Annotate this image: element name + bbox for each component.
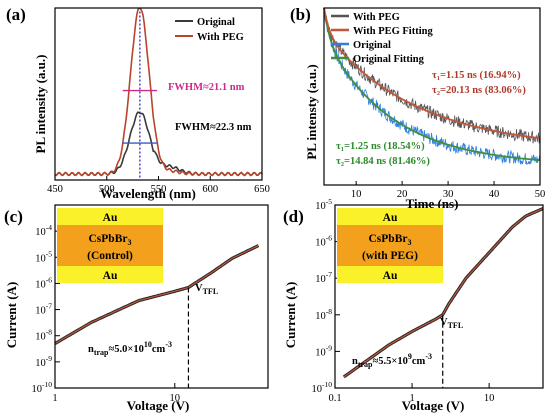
control-label: (Control) xyxy=(87,250,133,262)
panel-d-ntrap-label: ntrap≈5.5×109cm-3 xyxy=(352,352,432,369)
x-tick-label: 1 xyxy=(52,393,57,404)
panel-b-xlabel: Time (ns) xyxy=(406,196,459,211)
panel-b-frame xyxy=(323,7,541,186)
x-tick-label: 500 xyxy=(99,184,115,195)
panel-c-ticks: 1 10 10-10 10-9 10-8 10-7 10-6 10-5 10-4 xyxy=(32,223,181,404)
panel-c-ntrap-label: ntrap≈5.0×1010cm-3 xyxy=(88,340,172,357)
x-tick-label: 20 xyxy=(397,189,408,200)
panel-b-orig-tau2: τ₂=14.84 ns (81.46%) xyxy=(336,156,430,167)
au-bottom-layer xyxy=(57,266,163,283)
x-tick-label: 10 xyxy=(170,393,181,404)
panel-d-device-stack: Au CsPbBr3 (with PEG) Au xyxy=(337,208,443,283)
y-tick-label: 10-5 xyxy=(35,249,52,264)
series-line-original-fitting xyxy=(323,7,541,161)
panel-a-legend: Original With PEG xyxy=(175,17,244,43)
x-tick-label: 650 xyxy=(254,184,270,195)
y-tick-label: 10-9 xyxy=(35,354,52,369)
y-tick-label: 10-10 xyxy=(32,380,53,395)
panel-a-fwhm-orig-label: FWHM≈22.3 nm xyxy=(175,122,252,133)
y-tick-label: 10-6 xyxy=(35,275,52,290)
panel-a: (a) PL intensity (a.u.) Wavelength (nm) … xyxy=(6,5,270,201)
series-line-with-peg xyxy=(323,10,540,144)
perovskite-layer xyxy=(337,225,443,266)
legend-with-peg: With PEG xyxy=(353,12,400,23)
panel-a-frame xyxy=(54,7,263,181)
legend-with-peg: With PEG xyxy=(197,32,244,43)
perovskite-layer xyxy=(57,225,163,266)
panel-d-curves xyxy=(342,207,544,388)
au-bottom-layer xyxy=(337,266,443,283)
with-peg-label: (with PEG) xyxy=(362,250,418,262)
panel-c-ylabel: Current (A) xyxy=(4,282,19,349)
panel-b-orig-tau1: τ₁=1.25 ns (18.54%) xyxy=(336,141,425,152)
iv-fit-line xyxy=(343,207,544,378)
legend-with-peg-fitting: With PEG Fitting xyxy=(353,26,433,37)
panel-d-label: (d) xyxy=(283,207,304,226)
panel-d-frame xyxy=(334,204,544,389)
x-tick-label: 600 xyxy=(202,184,218,195)
panel-c-vtfl-label: VTFL xyxy=(195,283,218,296)
panel-a-curves xyxy=(54,7,263,177)
y-tick-label: 10-7 xyxy=(35,302,52,317)
legend-original: Original xyxy=(197,17,235,28)
x-tick-label: 0.1 xyxy=(328,393,341,404)
y-tick-label: 10-4 xyxy=(35,223,52,238)
iv-fit-line xyxy=(54,245,259,345)
panel-a-label: (a) xyxy=(6,5,26,24)
panel-d-ylabel: Current (A) xyxy=(283,282,298,349)
panel-a-fwhm-peg-label: FWHM≈21.1 nm xyxy=(168,82,245,93)
x-tick-label: 1 xyxy=(409,393,414,404)
series-line-with-peg xyxy=(54,7,263,177)
y-tick-label: 10-10 xyxy=(312,380,333,395)
panel-b: (b) PL intensty (a.u.) Time (ns) 10 20 30 4… xyxy=(290,5,545,211)
x-tick-label: 40 xyxy=(489,189,500,200)
panel-c-xlabel: Voltage (V) xyxy=(127,398,190,413)
panel-c-curves xyxy=(54,244,260,388)
y-tick-label: 10-5 xyxy=(315,197,332,212)
au-top-layer xyxy=(57,208,163,225)
y-tick-label: 10-6 xyxy=(315,234,332,249)
panel-a-ylabel: PL intensity (a.u.) xyxy=(33,55,48,154)
y-tick-label: 10-7 xyxy=(315,270,332,285)
panel-b-peg-tau2: τ₂=20.13 ns (83.06%) xyxy=(432,85,526,96)
legend-original: Original xyxy=(353,40,391,51)
panel-d-xlabel: Voltage (V) xyxy=(402,398,465,413)
panel-c: (c) Current (A) Voltage (V) 1 10 10-10 10-9… xyxy=(4,204,269,413)
panel-d: (d) Current (A) Voltage (V) 0.1 1 10 10-10 1… xyxy=(283,197,544,413)
au-top-label: Au xyxy=(103,212,118,224)
panel-c-label: (c) xyxy=(4,207,23,226)
legend-original-fitting: Original Fitting xyxy=(353,54,425,65)
panel-b-label: (b) xyxy=(290,5,311,24)
perovskite-label: CsPbBr3 xyxy=(89,233,132,247)
x-tick-label: 10 xyxy=(484,393,495,404)
perovskite-label: CsPbBr3 xyxy=(369,233,412,247)
x-tick-label: 50 xyxy=(535,189,546,200)
panel-a-xlabel: Wavelength (nm) xyxy=(100,186,196,201)
panel-c-device-stack: Au CsPbBr3 (Control) Au xyxy=(57,208,163,283)
panel-c-frame xyxy=(54,204,269,389)
x-tick-label: 10 xyxy=(351,189,362,200)
y-tick-label: 10-8 xyxy=(315,307,332,322)
series-line-with-peg-fitting xyxy=(323,7,541,140)
panel-b-x-ticks: 10 20 30 40 50 xyxy=(351,181,545,200)
x-tick-label: 30 xyxy=(443,189,454,200)
y-tick-label: 10-8 xyxy=(35,328,52,343)
y-tick-label: 10-9 xyxy=(315,343,332,358)
panel-b-ylabel: PL intensty (a.u.) xyxy=(304,64,319,159)
panel-b-legend: With PEG With PEG Fitting Original Origi… xyxy=(331,12,433,65)
panel-a-x-ticks: 450 500 550 600 650 xyxy=(47,176,270,195)
au-bottom-label: Au xyxy=(103,270,118,282)
au-bottom-label: Au xyxy=(383,270,398,282)
panel-b-peg-tau1: τ₁=1.15 ns (16.94%) xyxy=(432,70,521,81)
x-tick-label: 550 xyxy=(151,184,167,195)
panel-d-ticks: 0.1 1 10 10-10 10-9 10-8 10-7 10-6 10-5 xyxy=(312,197,495,404)
panel-d-vtfl-label: VTFL xyxy=(440,317,463,330)
x-tick-label: 450 xyxy=(47,184,63,195)
au-top-layer xyxy=(337,208,443,225)
panel-b-curves xyxy=(323,7,541,166)
au-top-label: Au xyxy=(383,212,398,224)
